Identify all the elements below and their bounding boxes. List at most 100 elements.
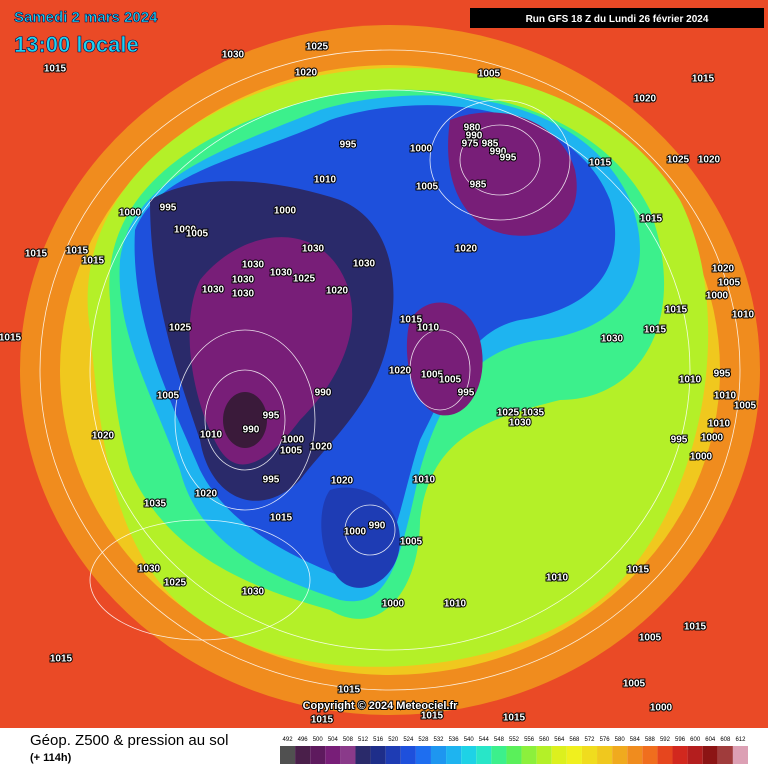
color-scale: 492 496 500 504 508 512 516 520 524 528 532 536 540 5…: [280, 737, 748, 764]
time: 13:00 locale: [14, 32, 139, 57]
scale-label: 536: [449, 737, 460, 743]
scale-label: 524: [403, 737, 414, 743]
pressure-label: 995: [671, 435, 688, 446]
pressure-label: 1025: [164, 578, 187, 589]
pressure-label: 1015: [589, 158, 612, 169]
pressure-label: 1000: [690, 452, 713, 463]
scale-label: 560: [539, 737, 550, 743]
pressure-label: 1000: [701, 433, 724, 444]
pressure-label: 1020: [326, 286, 349, 297]
pressure-label: 1000: [119, 208, 142, 219]
pressure-label: 1030: [353, 259, 376, 270]
pressure-label: 1020: [195, 489, 218, 500]
scale-label: 592: [660, 737, 671, 743]
pressure-label: 1015: [66, 246, 89, 257]
pressure-label: 1010: [546, 573, 569, 584]
pressure-label: 985: [470, 180, 487, 191]
pressure-label: 1030: [202, 285, 225, 296]
scale-swatch: [310, 746, 326, 764]
pressure-label: 1035: [522, 408, 545, 419]
zone-purple: [448, 112, 577, 236]
scale-label: 584: [630, 737, 641, 743]
pressure-label: 995: [340, 140, 357, 151]
pressure-label: 1020: [455, 244, 478, 255]
isobar: [409, 329, 471, 411]
pressure-label: 1030: [222, 50, 245, 61]
pressure-label: 1010: [732, 310, 755, 321]
pressure-label: 1015: [400, 315, 423, 326]
isobars: [39, 49, 741, 691]
run-box: [470, 8, 764, 28]
scale-label: 532: [434, 737, 445, 743]
pressure-label: 1015: [0, 333, 22, 344]
pressure-label: 1015: [627, 565, 650, 576]
scale-swatch: [476, 746, 492, 764]
pressure-label: 990: [315, 388, 332, 399]
scale-swatch: [536, 746, 552, 764]
scale-swatch: [355, 746, 371, 764]
pressure-label: 1005: [421, 370, 444, 381]
pressure-label: 1005: [439, 375, 462, 386]
scale-swatch: [280, 746, 296, 764]
pressure-label: 1015: [644, 325, 667, 336]
pressure-label: 990: [490, 147, 507, 158]
pressure-label: 1015: [692, 74, 715, 85]
scale-swatch: [370, 746, 386, 764]
scale-label: 500: [313, 737, 324, 743]
pressure-label: 1015: [338, 685, 361, 696]
isobar: [344, 504, 396, 556]
pressure-label: 1000: [344, 527, 367, 538]
pressure-label: 1015: [640, 214, 663, 225]
zone-purple: [406, 302, 483, 416]
pressure-label: 1015: [684, 622, 707, 633]
isobar: [174, 329, 316, 511]
scale-label: 496: [298, 737, 309, 743]
scale-label: 612: [735, 737, 746, 743]
lead-time: (+ 114h): [30, 752, 72, 764]
pressure-label: 985: [482, 139, 499, 150]
scale-label: 604: [705, 737, 716, 743]
pressure-label: 1000: [706, 291, 729, 302]
scale-label: 568: [569, 737, 580, 743]
scale-swatch: [385, 746, 401, 764]
pressure-label: 1005: [478, 69, 501, 80]
pressure-label: 1005: [639, 633, 662, 644]
scale-swatch: [566, 746, 582, 764]
pressure-label: 1000: [274, 206, 297, 217]
scale-label: 516: [373, 737, 384, 743]
pressure-label: 995: [263, 411, 280, 422]
scale-swatch: [657, 746, 673, 764]
scale-label: 564: [554, 737, 565, 743]
scale-label: 548: [494, 737, 505, 743]
pressure-label: 980: [464, 123, 481, 134]
pressure-label: 1025: [497, 408, 520, 419]
pressure-label: 1000: [650, 703, 673, 714]
pressure-label: 1025: [293, 274, 316, 285]
pressure-label: 1025: [169, 323, 192, 334]
pressure-label: 1005: [718, 278, 741, 289]
pressure-label: 990: [466, 131, 483, 142]
scale-label: 556: [524, 737, 535, 743]
scale-label: 508: [343, 737, 354, 743]
isobar: [39, 49, 741, 691]
scale-swatch: [325, 746, 341, 764]
scale-swatch: [430, 746, 447, 764]
pressure-label: 1010: [417, 323, 440, 334]
pressure-label: 1020: [698, 155, 721, 166]
scale-swatch: [672, 746, 688, 764]
scale-swatch: [581, 746, 598, 764]
footer-title: Géop. Z500 & pression au sol: [30, 732, 228, 749]
isobar: [89, 89, 691, 651]
pressure-label: 990: [369, 521, 386, 532]
scale-swatch: [551, 746, 567, 764]
run-info: Run GFS 18 Z du Lundi 26 février 2024: [526, 14, 709, 25]
scale-label: 576: [600, 737, 611, 743]
scale-label: 608: [720, 737, 731, 743]
scale-swatch: [642, 746, 658, 764]
pressure-label: 1010: [708, 419, 731, 430]
scale-swatch: [491, 746, 507, 764]
scale-label: 504: [328, 737, 339, 743]
pressure-label: 1005: [623, 679, 646, 690]
